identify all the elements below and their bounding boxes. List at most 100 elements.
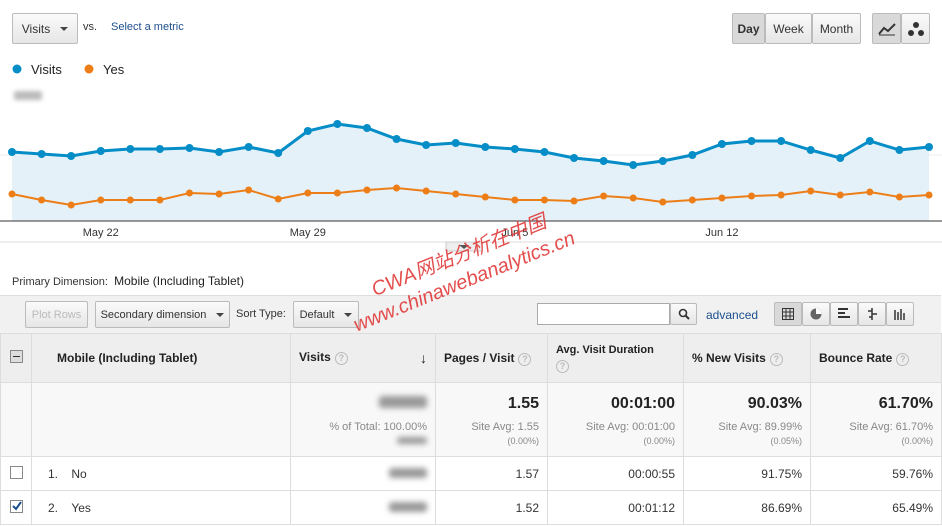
legend-label: Yes xyxy=(103,62,125,77)
totals-cell: 1.55 Site Avg: 1.55 (0.00%) xyxy=(435,382,548,457)
header-text: % New Visits xyxy=(692,350,766,365)
column-header[interactable]: Bounce Rate? xyxy=(810,333,942,383)
column-header[interactable]: % New Visits? xyxy=(683,333,811,383)
x-tick-label: May 22 xyxy=(83,227,119,239)
data-point xyxy=(67,201,75,209)
data-point xyxy=(156,196,164,204)
view-button[interactable] xyxy=(858,302,886,326)
data-point xyxy=(452,190,460,198)
data-row: 1. No 1.57 00:00:55 91.75% 59.76% xyxy=(0,456,942,491)
data-point xyxy=(895,193,903,201)
data-point xyxy=(451,139,460,147)
metric-dropdown[interactable]: Visits xyxy=(12,13,78,44)
view-button[interactable] xyxy=(774,302,802,326)
metric-label: Visits xyxy=(21,21,51,36)
data-point xyxy=(274,149,283,157)
row-name-cell: 1. No xyxy=(31,456,291,491)
primary-dimension-value[interactable]: Mobile (Including Tablet) xyxy=(114,274,244,288)
data-point xyxy=(185,189,193,197)
data-point xyxy=(96,147,105,155)
data-point xyxy=(362,124,371,132)
data-point xyxy=(67,152,76,160)
sort-label: Sort Type: xyxy=(236,308,286,320)
data-point xyxy=(718,194,726,202)
icon xyxy=(877,22,896,35)
data-row: 2. Yes 1.52 00:01:12 86.69% 65.49% xyxy=(0,490,942,525)
data-point xyxy=(8,190,16,198)
data-point xyxy=(748,192,756,200)
data-point xyxy=(8,148,16,156)
data-point xyxy=(304,189,312,197)
area xyxy=(12,124,929,221)
row-checkbox[interactable] xyxy=(0,490,32,525)
period-button[interactable]: Month xyxy=(812,13,861,44)
sort-value: Default xyxy=(299,308,335,321)
column-header[interactable]: Pages / Visit? xyxy=(435,333,548,383)
cell: 91.75% xyxy=(683,456,811,491)
header-text: Avg. Visit Duration xyxy=(556,343,654,356)
data-point xyxy=(865,137,874,145)
motion-chart-toggle[interactable] xyxy=(901,13,930,44)
totals-cell: % of Total: 100.00% xyxy=(290,382,436,457)
x-tick-label: Jun 5 xyxy=(501,227,528,239)
row-checkbox[interactable] xyxy=(0,456,32,491)
data-point xyxy=(481,193,489,201)
icon xyxy=(894,309,905,320)
data-point xyxy=(37,150,46,158)
period-button[interactable]: Day xyxy=(732,13,765,44)
view-button[interactable] xyxy=(886,302,914,326)
data-point xyxy=(925,143,933,151)
row-name[interactable]: No xyxy=(71,466,87,481)
row-name[interactable]: Yes xyxy=(71,500,91,515)
plot-rows-button[interactable]: Plot Rows xyxy=(25,301,88,328)
sort-dropdown[interactable]: Default xyxy=(293,301,359,328)
column-header[interactable]: Visits? ↓ xyxy=(290,333,436,383)
data-point xyxy=(215,190,223,198)
cell: 59.76% xyxy=(810,456,942,491)
data-point xyxy=(126,196,134,204)
data-point xyxy=(333,120,342,128)
legend-label: Visits xyxy=(31,62,62,77)
view-button[interactable] xyxy=(802,302,830,326)
icon xyxy=(907,21,924,36)
column-header[interactable]: Avg. Visit Duration? xyxy=(547,333,684,383)
data-point xyxy=(481,143,490,151)
advanced-link[interactable]: advanced xyxy=(706,308,759,322)
data-point xyxy=(333,189,341,197)
period-button[interactable]: Week xyxy=(765,13,812,44)
column-header[interactable]: Mobile (Including Tablet) xyxy=(31,333,291,383)
select-all[interactable] xyxy=(0,333,32,383)
site-avg: Site Avg: 89.99% xyxy=(718,421,802,433)
legend-marker xyxy=(12,64,22,74)
x-tick-label: Jun 12 xyxy=(705,227,738,239)
site-avg: Site Avg: 61.70% xyxy=(849,421,933,433)
data-point xyxy=(807,187,815,195)
view-button[interactable] xyxy=(830,302,858,326)
total-value: 1.55 xyxy=(507,395,539,412)
search-input[interactable] xyxy=(537,303,670,325)
legend-marker xyxy=(84,64,94,74)
site-avg: Site Avg: 1.55 xyxy=(471,421,539,433)
totals-note: % of Total: 100.00% xyxy=(329,421,427,433)
search-button[interactable] xyxy=(670,303,697,325)
data-point xyxy=(540,196,548,204)
data-point xyxy=(244,143,253,151)
data-point xyxy=(392,135,401,143)
total-value: 00:01:00 xyxy=(610,395,675,412)
site-avg-delta: (0.05%) xyxy=(770,436,802,446)
cell: 65.49% xyxy=(810,490,942,525)
data-point xyxy=(777,137,786,145)
totals-row: % of Total: 100.00% 1.55 Site Avg: 1.55 (0… xyxy=(0,382,942,457)
cell: 1.52 xyxy=(435,490,548,525)
header-text: Pages / Visit xyxy=(444,350,515,365)
data-table: Mobile (Including Tablet) Visits? ↓ Pages… xyxy=(0,333,942,525)
site-avg: Site Avg: 00:01:00 xyxy=(585,421,675,433)
select-metric-link[interactable]: Select a metric xyxy=(111,21,184,33)
data-point xyxy=(836,154,845,162)
secondary-dimension-button[interactable]: Secondary dimension xyxy=(95,301,230,328)
data-point xyxy=(777,191,785,199)
data-point xyxy=(393,184,401,192)
data-point xyxy=(836,191,844,199)
line-chart-toggle[interactable] xyxy=(872,13,901,44)
